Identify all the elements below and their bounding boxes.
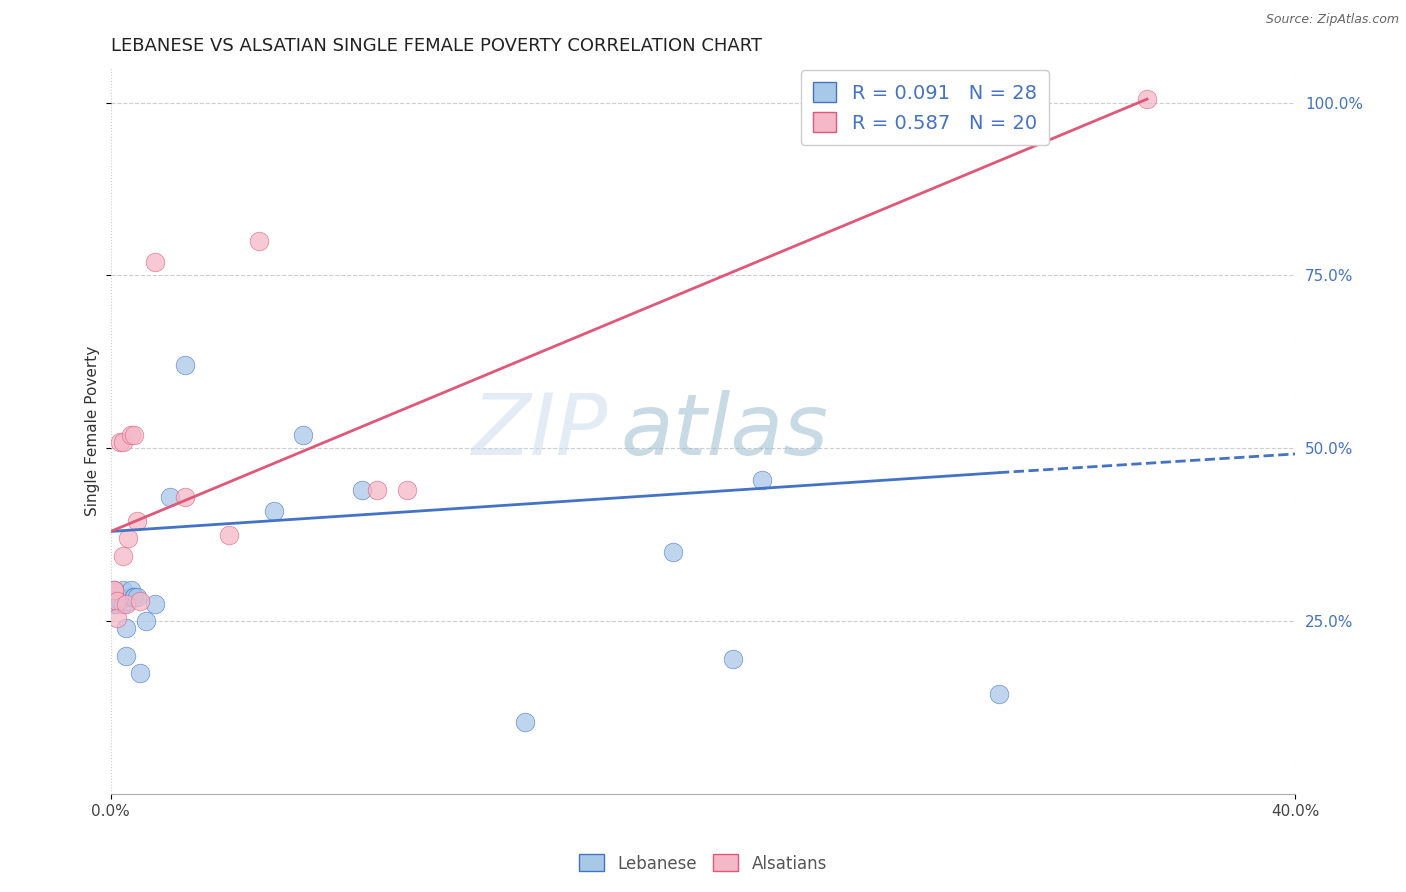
Point xyxy=(515,714,537,729)
Point xyxy=(105,611,128,625)
Point xyxy=(103,597,125,611)
Text: atlas: atlas xyxy=(620,390,828,473)
Point xyxy=(120,583,142,598)
Text: LEBANESE VS ALSATIAN SINGLE FEMALE POVERTY CORRELATION CHART: LEBANESE VS ALSATIAN SINGLE FEMALE POVER… xyxy=(111,37,762,55)
Point xyxy=(105,593,128,607)
Point xyxy=(751,473,773,487)
Point xyxy=(103,583,125,598)
Point xyxy=(127,514,149,528)
Point xyxy=(129,666,152,681)
Point xyxy=(114,648,136,663)
Point xyxy=(103,583,125,598)
Point xyxy=(263,504,285,518)
Point xyxy=(108,434,131,449)
Point xyxy=(159,490,181,504)
Point xyxy=(117,532,139,546)
Point xyxy=(103,583,125,598)
Text: Source: ZipAtlas.com: Source: ZipAtlas.com xyxy=(1265,13,1399,27)
Point xyxy=(292,427,315,442)
Point xyxy=(120,590,142,604)
Point xyxy=(173,490,195,504)
Y-axis label: Single Female Poverty: Single Female Poverty xyxy=(86,346,100,516)
Point xyxy=(114,621,136,635)
Legend: R = 0.091   N = 28, R = 0.587   N = 20: R = 0.091 N = 28, R = 0.587 N = 20 xyxy=(801,70,1049,145)
Point xyxy=(127,590,149,604)
Point xyxy=(129,593,152,607)
Point xyxy=(108,590,131,604)
Point xyxy=(108,593,131,607)
Point xyxy=(1136,92,1159,106)
Point xyxy=(352,483,374,497)
Point xyxy=(143,597,166,611)
Point xyxy=(117,593,139,607)
Point xyxy=(111,597,134,611)
Point xyxy=(105,597,128,611)
Point xyxy=(247,234,270,248)
Point xyxy=(111,434,134,449)
Legend: Lebanese, Alsatians: Lebanese, Alsatians xyxy=(572,847,834,880)
Point xyxy=(114,597,136,611)
Text: ZIP: ZIP xyxy=(472,390,609,473)
Point xyxy=(124,590,146,604)
Point xyxy=(124,590,146,604)
Point xyxy=(218,528,240,542)
Point xyxy=(173,359,195,373)
Point xyxy=(395,483,418,497)
Point xyxy=(135,615,157,629)
Point xyxy=(988,687,1011,701)
Point xyxy=(366,483,388,497)
Point xyxy=(124,427,146,442)
Point xyxy=(662,545,685,559)
Point xyxy=(111,549,134,563)
Point xyxy=(120,427,142,442)
Point xyxy=(721,652,744,666)
Point xyxy=(143,254,166,268)
Point xyxy=(111,583,134,598)
